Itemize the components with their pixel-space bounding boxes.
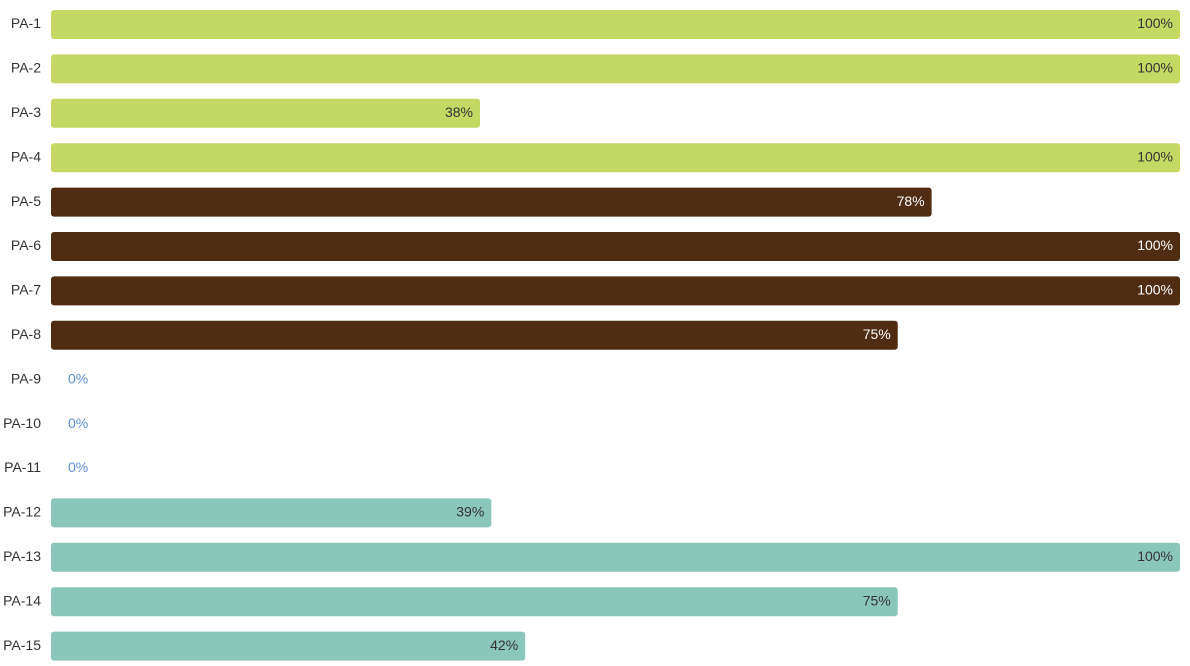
category-label: PA-8: [11, 326, 41, 342]
bar: [51, 232, 1180, 261]
category-label: PA-2: [11, 60, 41, 76]
category-label: PA-13: [3, 548, 41, 564]
value-label: 0%: [68, 415, 88, 431]
bar: [51, 98, 481, 128]
category-label: PA-14: [3, 592, 41, 608]
category-labels: PA-1 PA-2 PA-3 PA-4 PA-5 PA-6 PA-7 PA-8 PA-9 PA-1…: [3, 15, 41, 653]
bar: [51, 143, 1180, 173]
bar: [51, 542, 1180, 572]
value-label: 75%: [863, 592, 891, 608]
bars: [51, 10, 1180, 661]
category-label: PA-1: [11, 15, 41, 31]
value-label: 100%: [1137, 237, 1173, 253]
bar: [51, 187, 932, 217]
bar: [51, 587, 898, 617]
category-label: PA-4: [11, 148, 41, 164]
category-label: PA-7: [11, 282, 41, 298]
category-label: PA-5: [11, 193, 41, 209]
category-label: PA-11: [4, 459, 41, 475]
value-label: 78%: [897, 193, 925, 209]
value-label: 75%: [863, 326, 891, 342]
value-label: 100%: [1137, 60, 1173, 76]
category-label: PA-15: [3, 637, 41, 653]
bar: [51, 320, 898, 350]
value-label: 0%: [68, 459, 88, 475]
bar: [51, 10, 1180, 39]
value-label: 100%: [1137, 15, 1173, 31]
category-label: PA-9: [11, 370, 41, 386]
value-labels: 100% 100% 38% 100% 78% 100% 100% 75% 0% 0% 0% 39% 10…: [68, 15, 1173, 653]
category-label: PA-3: [11, 104, 41, 120]
value-label: 38%: [445, 104, 473, 120]
value-label: 100%: [1137, 548, 1173, 564]
bar: [51, 276, 1180, 306]
value-label: 100%: [1137, 148, 1173, 164]
bar: [51, 54, 1180, 84]
value-label: 42%: [490, 637, 518, 653]
category-label: PA-10: [3, 415, 41, 431]
bar: [51, 631, 526, 661]
value-label: 39%: [456, 504, 484, 520]
bar: [51, 498, 492, 528]
value-label: 0%: [68, 370, 88, 386]
category-label: PA-12: [3, 504, 41, 520]
category-label: PA-6: [11, 237, 41, 253]
value-label: 100%: [1137, 282, 1173, 298]
